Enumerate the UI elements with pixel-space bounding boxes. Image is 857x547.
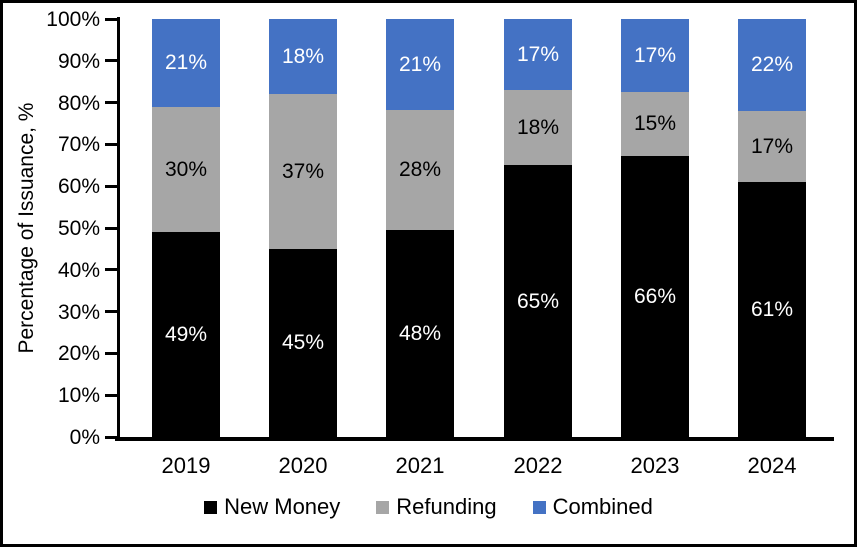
legend-swatch-icon bbox=[376, 500, 390, 514]
y-tick-mark bbox=[105, 142, 118, 146]
y-tick-mark bbox=[105, 17, 118, 21]
y-tick-mark bbox=[105, 393, 118, 397]
y-tick-label: 60% bbox=[57, 175, 100, 199]
y-tick-mark bbox=[105, 101, 118, 105]
segment-new-money-2019: 49% bbox=[152, 232, 220, 437]
segment-new-money-2023: 66% bbox=[621, 155, 689, 437]
y-tick-label: 10% bbox=[57, 384, 100, 408]
data-label: 61% bbox=[750, 298, 794, 322]
y-tick-mark bbox=[105, 226, 118, 230]
x-tick-label-2022: 2022 bbox=[513, 453, 563, 478]
data-label: 17% bbox=[516, 43, 560, 67]
legend-swatch-icon bbox=[532, 500, 546, 514]
data-label: 17% bbox=[633, 43, 677, 67]
data-label: 66% bbox=[633, 284, 677, 308]
data-label: 49% bbox=[164, 323, 208, 347]
data-label: 15% bbox=[633, 112, 677, 136]
legend-label: Combined bbox=[552, 494, 653, 519]
chart-canvas: Percentage of Issuance, % 100% 90% 80% 70% 6… bbox=[3, 3, 854, 544]
segment-refunding-2020: 37% bbox=[269, 94, 337, 249]
data-label: 45% bbox=[281, 331, 325, 355]
data-label: 18% bbox=[281, 45, 325, 69]
segment-new-money-2021: 48% bbox=[386, 230, 454, 437]
x-tick-label-2019: 2019 bbox=[161, 453, 211, 478]
y-tick-mark bbox=[105, 351, 118, 355]
data-label: 21% bbox=[398, 52, 442, 76]
data-label: 17% bbox=[750, 135, 794, 158]
x-tick-label-2023: 2023 bbox=[630, 453, 680, 478]
y-tick-label: 100% bbox=[46, 8, 100, 31]
segment-refunding-2021: 28% bbox=[386, 109, 454, 231]
legend-label: Refunding bbox=[396, 494, 497, 519]
bar-2020: 45% 37% 18% bbox=[269, 19, 337, 437]
y-tick-label: 0% bbox=[69, 426, 100, 449]
y-tick-mark bbox=[105, 310, 118, 314]
y-tick-label: 70% bbox=[57, 133, 100, 157]
legend-item-new-money: New Money bbox=[204, 494, 340, 520]
segment-combined-2022: 17% bbox=[504, 19, 572, 91]
y-tick-label: 40% bbox=[57, 258, 100, 282]
y-tick-mark bbox=[105, 268, 118, 272]
legend: New Money Refunding Combined bbox=[3, 494, 854, 520]
y-tick-mark bbox=[105, 435, 118, 439]
data-label: 30% bbox=[164, 157, 208, 181]
y-tick-label: 30% bbox=[57, 300, 100, 324]
y-tick-label: 20% bbox=[57, 342, 100, 366]
bar-2022: 65% 18% 17% bbox=[504, 19, 572, 437]
segment-new-money-2020: 45% bbox=[269, 248, 337, 437]
segment-combined-2023: 17% bbox=[621, 19, 689, 92]
legend-label: New Money bbox=[224, 494, 341, 519]
data-label: 21% bbox=[164, 51, 208, 75]
y-tick-label: 50% bbox=[57, 217, 100, 240]
segment-new-money-2024: 61% bbox=[738, 182, 806, 437]
y-tick-label: 90% bbox=[57, 49, 100, 73]
data-label: 28% bbox=[398, 158, 442, 182]
bar-2024: 61% 17% 22% bbox=[738, 19, 806, 437]
y-axis-line bbox=[117, 17, 120, 441]
x-tick-label-2020: 2020 bbox=[278, 453, 328, 478]
x-axis-line bbox=[115, 437, 834, 441]
segment-refunding-2023: 15% bbox=[621, 91, 689, 156]
segment-refunding-2022: 18% bbox=[504, 90, 572, 166]
data-label: 37% bbox=[281, 160, 325, 184]
data-label: 18% bbox=[516, 116, 560, 140]
segment-new-money-2022: 65% bbox=[504, 165, 572, 437]
data-label: 22% bbox=[750, 53, 794, 77]
bar-2023: 66% 15% 17% bbox=[621, 19, 689, 437]
legend-swatch-icon bbox=[204, 500, 218, 514]
bar-2019: 49% 30% 21% bbox=[152, 19, 220, 437]
segment-combined-2019: 21% bbox=[152, 19, 220, 107]
data-label: 48% bbox=[398, 322, 442, 346]
segment-combined-2021: 21% bbox=[386, 19, 454, 110]
y-tick-mark bbox=[105, 184, 118, 188]
x-tick-label-2021: 2021 bbox=[395, 453, 445, 478]
x-tick-label-2024: 2024 bbox=[747, 453, 797, 478]
y-tick-mark bbox=[105, 59, 118, 63]
data-label: 65% bbox=[516, 289, 560, 313]
segment-combined-2024: 22% bbox=[738, 19, 806, 111]
bar-2021: 48% 28% 21% bbox=[386, 19, 454, 437]
segment-combined-2020: 18% bbox=[269, 19, 337, 95]
segment-refunding-2024: 17% bbox=[738, 110, 806, 183]
legend-item-combined: Combined bbox=[532, 494, 653, 520]
y-tick-label: 80% bbox=[57, 91, 100, 115]
legend-item-refunding: Refunding bbox=[376, 494, 497, 520]
segment-refunding-2019: 30% bbox=[152, 106, 220, 233]
